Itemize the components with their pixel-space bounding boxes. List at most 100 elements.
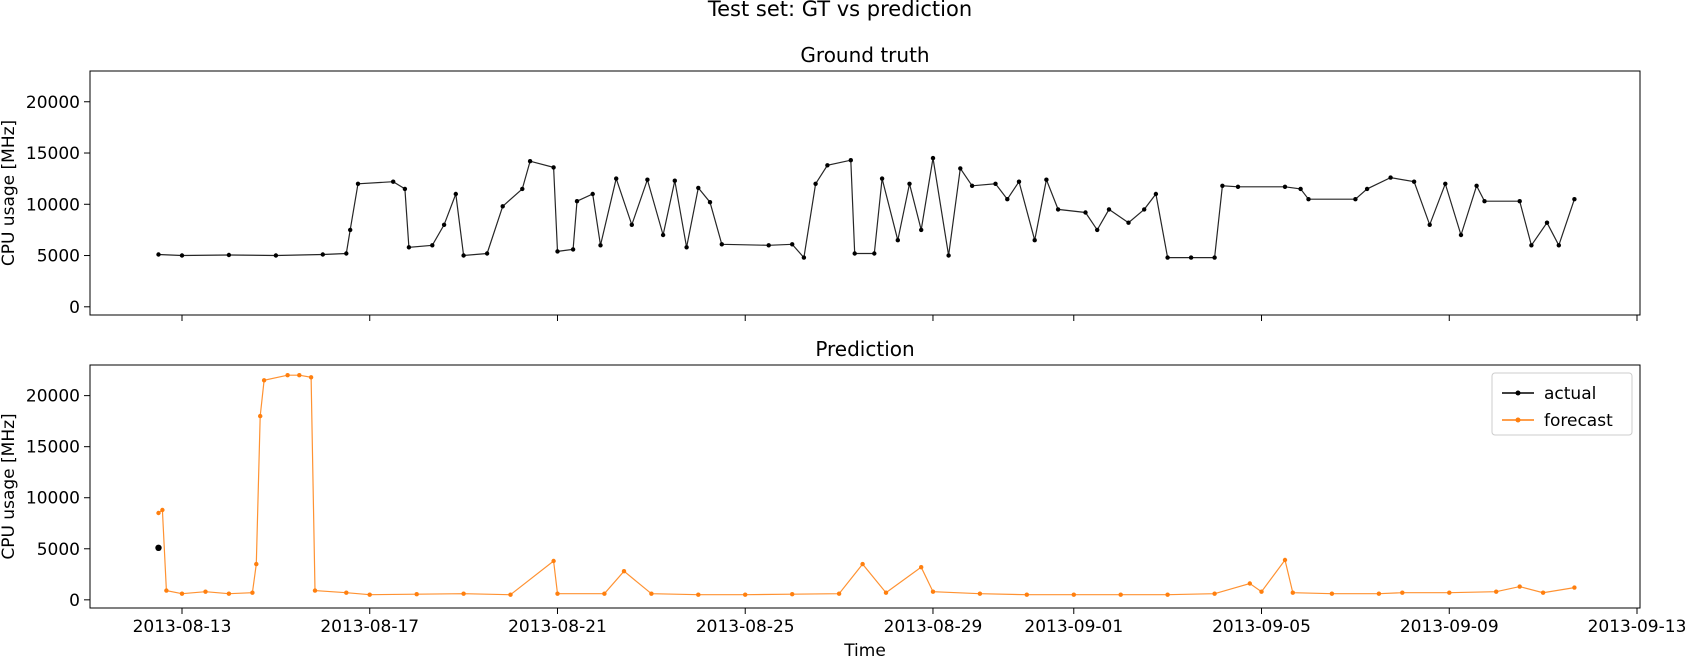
data-point <box>1055 207 1061 212</box>
plot-frame <box>89 70 1641 316</box>
x-axis-label: Time <box>843 641 886 660</box>
series-line <box>158 374 1575 596</box>
series-ground-truth <box>156 155 1577 260</box>
y-axis-label: CPU usage [MHz] <box>0 120 19 266</box>
legend-swatch-marker <box>1515 417 1521 423</box>
legend-entry-label: actual <box>1544 384 1596 404</box>
data-point <box>1329 591 1335 596</box>
data-point <box>883 590 889 595</box>
data-point <box>1494 589 1499 594</box>
data-point <box>1212 255 1217 260</box>
data-point <box>919 565 924 570</box>
data-point <box>179 253 185 258</box>
data-point <box>1298 186 1303 192</box>
data-point <box>672 178 677 183</box>
data-point <box>1247 581 1253 586</box>
data-point <box>1083 210 1088 215</box>
data-point <box>355 181 361 186</box>
data-point <box>707 200 713 205</box>
data-point <box>852 251 857 256</box>
data-point <box>1540 590 1546 595</box>
data-point <box>1364 186 1370 192</box>
data-point <box>629 222 634 227</box>
data-point <box>907 181 912 186</box>
data-point <box>879 176 885 181</box>
data-point <box>344 251 349 256</box>
y-tick-label: 10000 <box>26 195 80 215</box>
data-point <box>551 558 556 564</box>
data-point <box>895 238 900 243</box>
data-point <box>1071 592 1077 597</box>
data-point <box>1572 585 1577 590</box>
data-point <box>1443 181 1448 186</box>
data-point <box>527 159 533 164</box>
data-point <box>156 510 161 516</box>
data-point <box>743 592 748 597</box>
x-tick-label: 2013-08-13 <box>133 617 232 637</box>
data-point <box>1474 183 1479 188</box>
data-point <box>551 165 556 170</box>
data-point <box>520 186 525 192</box>
data-point <box>684 245 689 250</box>
data-point <box>508 592 513 597</box>
data-point <box>1411 179 1417 184</box>
data-point <box>254 561 259 567</box>
data-point <box>790 592 795 597</box>
data-point <box>598 243 603 248</box>
data-point <box>273 253 279 258</box>
data-point <box>320 252 325 257</box>
data-point <box>156 252 161 257</box>
x-tick-label: 2013-09-01 <box>1024 617 1123 637</box>
panel-prediction: Prediction CPU usage [MHz] 0 5000 10000 15000… <box>0 337 1687 661</box>
panel-ground-truth: Ground truth CPU usage [MHz] 0 5000 10000 150… <box>0 43 1641 321</box>
data-point <box>719 242 724 247</box>
data-point <box>1188 255 1194 260</box>
data-point <box>1556 243 1562 248</box>
x-tick-label: 2013-08-17 <box>320 617 419 637</box>
data-point <box>946 253 951 258</box>
data-point <box>406 245 412 250</box>
y-tick-label: 15000 <box>26 144 80 164</box>
panel-title: Ground truth <box>800 43 929 67</box>
data-point <box>1400 590 1405 595</box>
data-point <box>1126 220 1131 225</box>
y-tick-label: 10000 <box>26 489 80 509</box>
data-point <box>1005 197 1010 202</box>
data-point <box>930 589 936 594</box>
data-point <box>312 588 318 593</box>
data-point <box>226 591 232 596</box>
data-point <box>484 251 490 256</box>
panel-title: Prediction <box>815 337 914 361</box>
data-point <box>813 181 818 186</box>
data-point <box>285 373 290 378</box>
data-point <box>766 243 771 248</box>
y-tick-label: 5000 <box>37 247 80 267</box>
data-point <box>414 592 419 597</box>
data-point <box>297 373 302 378</box>
data-point <box>308 375 314 380</box>
data-point <box>649 591 654 596</box>
legend: actual forecast <box>1491 372 1633 436</box>
data-point <box>790 242 795 247</box>
y-tick-label: 15000 <box>26 438 80 458</box>
data-point <box>1212 591 1217 596</box>
data-point <box>1458 232 1464 238</box>
y-tick-label: 20000 <box>26 93 80 113</box>
data-point <box>155 544 162 551</box>
legend-entry-label: forecast <box>1544 411 1613 431</box>
data-point <box>590 191 595 197</box>
data-point <box>1353 197 1358 202</box>
x-tick-label: 2013-09-13 <box>1588 617 1687 637</box>
data-point <box>344 590 349 595</box>
data-point <box>696 185 701 191</box>
data-point <box>461 253 466 258</box>
data-point <box>1235 184 1241 189</box>
data-point <box>1095 227 1100 233</box>
data-point <box>179 591 185 596</box>
data-point <box>1282 184 1288 189</box>
y-tick-label: 0 <box>69 591 80 611</box>
data-point <box>696 592 701 597</box>
data-point <box>958 166 963 171</box>
data-point <box>614 176 619 181</box>
